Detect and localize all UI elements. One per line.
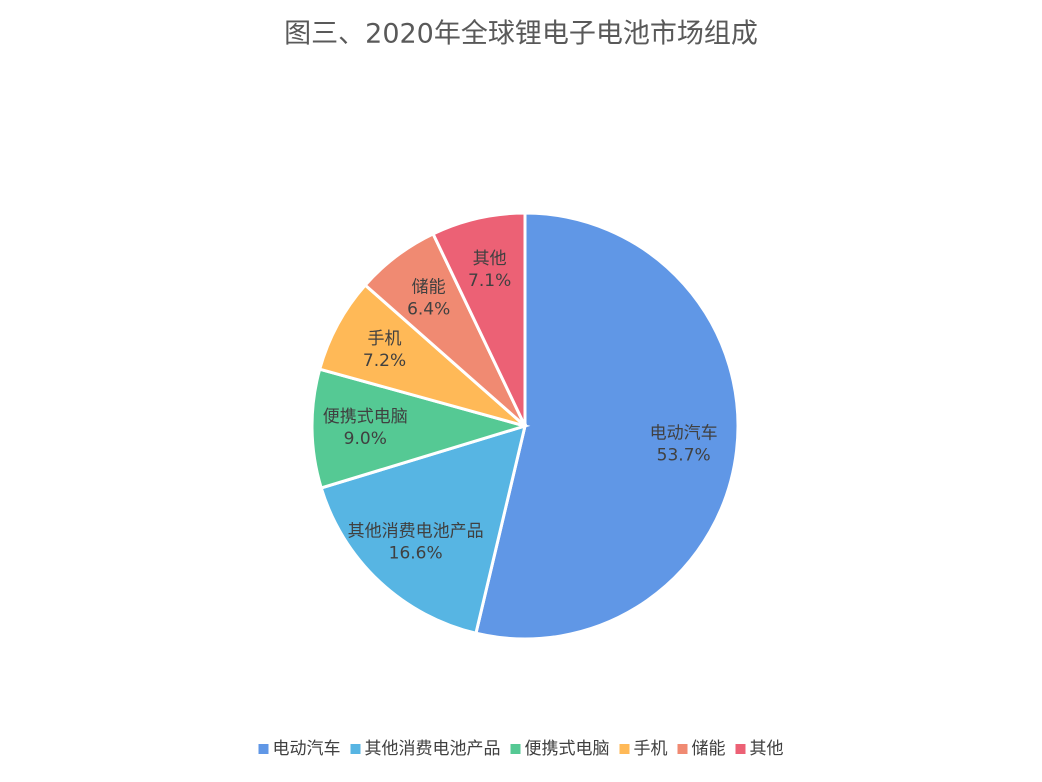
data-label-value: 7.2% [363,351,406,371]
legend-marker [677,744,688,754]
legend-marker [510,744,521,754]
data-label-value: 7.1% [468,271,511,291]
data-label-value: 16.6% [389,543,443,563]
data-label-category: 其他 [473,249,507,269]
legend-marker [619,744,630,754]
data-label-category: 电动汽车 [650,424,718,444]
legend-marker [350,744,361,754]
data-label-category: 手机 [368,329,402,349]
data-label-category: 储能 [412,278,446,298]
pie-slice [431,211,527,427]
legend-marker [258,744,269,754]
pie-slice [474,211,740,641]
pie-slice [310,367,531,490]
chart-title: 图三、2020年全球锂电子电池市场组成 [284,19,758,50]
legend-label: 便携式电脑 [525,739,610,759]
legend-marker [735,744,746,754]
legend-label: 手机 [634,739,668,759]
data-label-category: 便携式电脑 [323,407,408,427]
legend-label: 储能 [692,739,726,759]
pie-slice [319,423,528,636]
legend-label: 电动汽车 [273,739,341,759]
data-label-category: 其他消费电池产品 [348,521,484,541]
legend: 电动汽车 其他消费电池产品 便携式电脑 手机 储能 其他 [258,739,784,759]
legend-label: 其他 [750,739,784,759]
legend-label: 其他消费电池产品 [365,739,501,759]
data-label-value: 53.7% [657,446,711,466]
data-label-value: 9.0% [344,429,387,449]
data-label-value: 6.4% [407,300,450,320]
